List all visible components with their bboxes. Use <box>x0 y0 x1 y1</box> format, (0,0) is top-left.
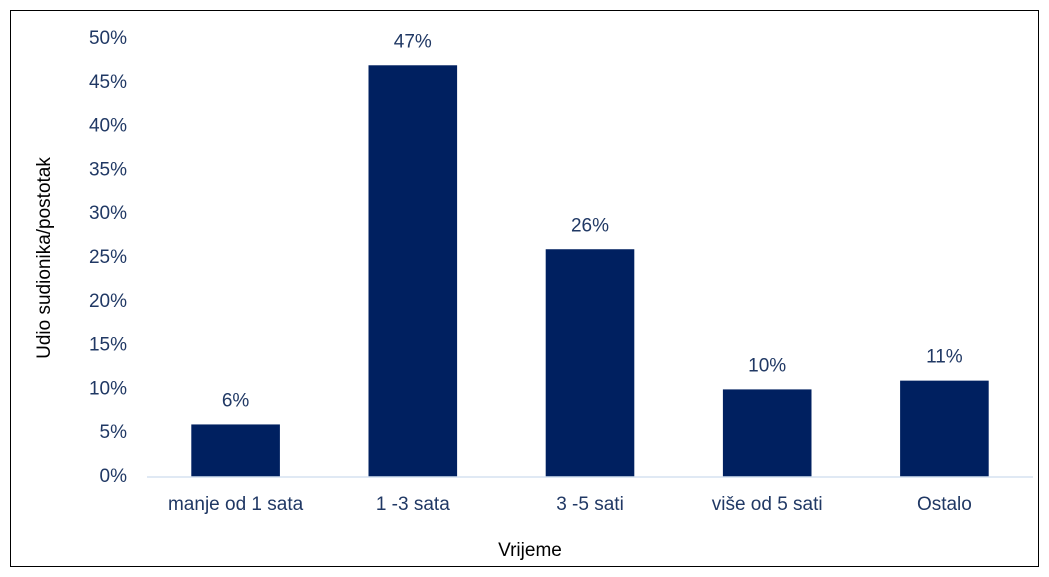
y-tick-label: 20% <box>89 291 127 312</box>
x-tick-label: manje od 1 sata <box>168 494 304 515</box>
y-tick-label: 25% <box>89 247 127 268</box>
x-axis-title: Vrijeme <box>498 540 562 561</box>
y-tick-label: 45% <box>89 72 127 93</box>
y-tick-label: 40% <box>89 116 127 137</box>
y-axis-title: Udio sudionika/postotak <box>34 157 55 359</box>
bar <box>722 389 812 477</box>
y-tick-label: 5% <box>100 422 128 443</box>
chart-border <box>10 10 1039 567</box>
x-tick-label: 3 -5 sati <box>556 494 624 515</box>
x-tick-label: 1 -3 sata <box>376 494 450 515</box>
data-label: 6% <box>222 390 250 411</box>
bar <box>545 249 635 477</box>
y-tick-label: 10% <box>89 378 127 399</box>
y-tick-label: 50% <box>89 28 127 49</box>
data-label: 26% <box>571 215 609 236</box>
y-tick-label: 0% <box>100 466 128 487</box>
bar <box>900 380 989 477</box>
data-label: 10% <box>748 355 786 376</box>
y-tick-label: 30% <box>89 203 127 224</box>
bar <box>368 65 458 477</box>
y-tick-label: 35% <box>89 159 127 180</box>
data-label: 11% <box>926 347 963 368</box>
x-tick-label: Ostalo <box>917 494 972 515</box>
data-label: 47% <box>394 31 432 52</box>
bar <box>191 424 280 477</box>
x-tick-label: više od 5 sati <box>712 494 823 515</box>
y-tick-label: 15% <box>89 335 127 356</box>
